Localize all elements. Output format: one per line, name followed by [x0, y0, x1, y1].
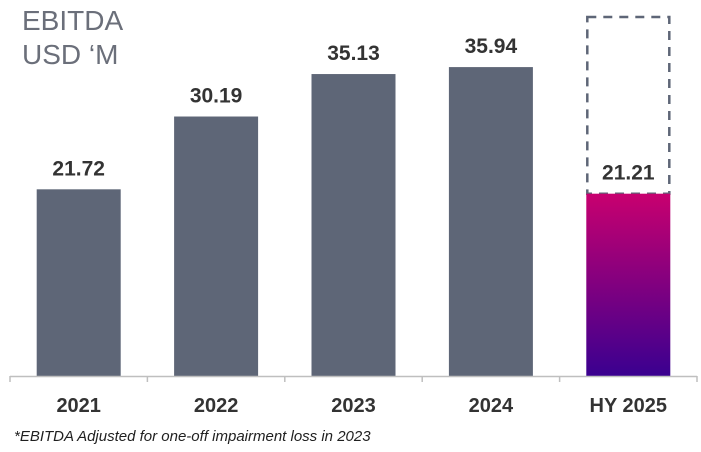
footnote: *EBITDA Adjusted for one-off impairment …: [14, 428, 371, 445]
bar-2024: [448, 67, 533, 376]
bar-2021: [36, 189, 121, 376]
x-tick-label: 2023: [331, 395, 376, 417]
bar-2023: [311, 74, 396, 376]
x-tick-label: 2021: [56, 395, 101, 417]
x-tick-label: HY 2025: [590, 395, 667, 417]
projection-outline: [586, 15, 671, 195]
data-label: 30.19: [190, 85, 243, 108]
data-label: 35.94: [465, 35, 518, 58]
bar-2022: [174, 116, 259, 376]
data-label: 35.13: [327, 42, 380, 65]
bar-hy-2025: [586, 193, 671, 376]
chart-title: EBITDA USD ‘M: [22, 4, 123, 72]
x-tick-label: 2024: [469, 395, 514, 417]
data-label: 21.21: [602, 162, 655, 185]
chart-title-line-1: EBITDA: [22, 5, 124, 36]
chart-title-line-2: USD ‘M: [22, 39, 119, 70]
x-tick-label: 2022: [194, 395, 239, 417]
data-label: 21.72: [52, 157, 105, 180]
